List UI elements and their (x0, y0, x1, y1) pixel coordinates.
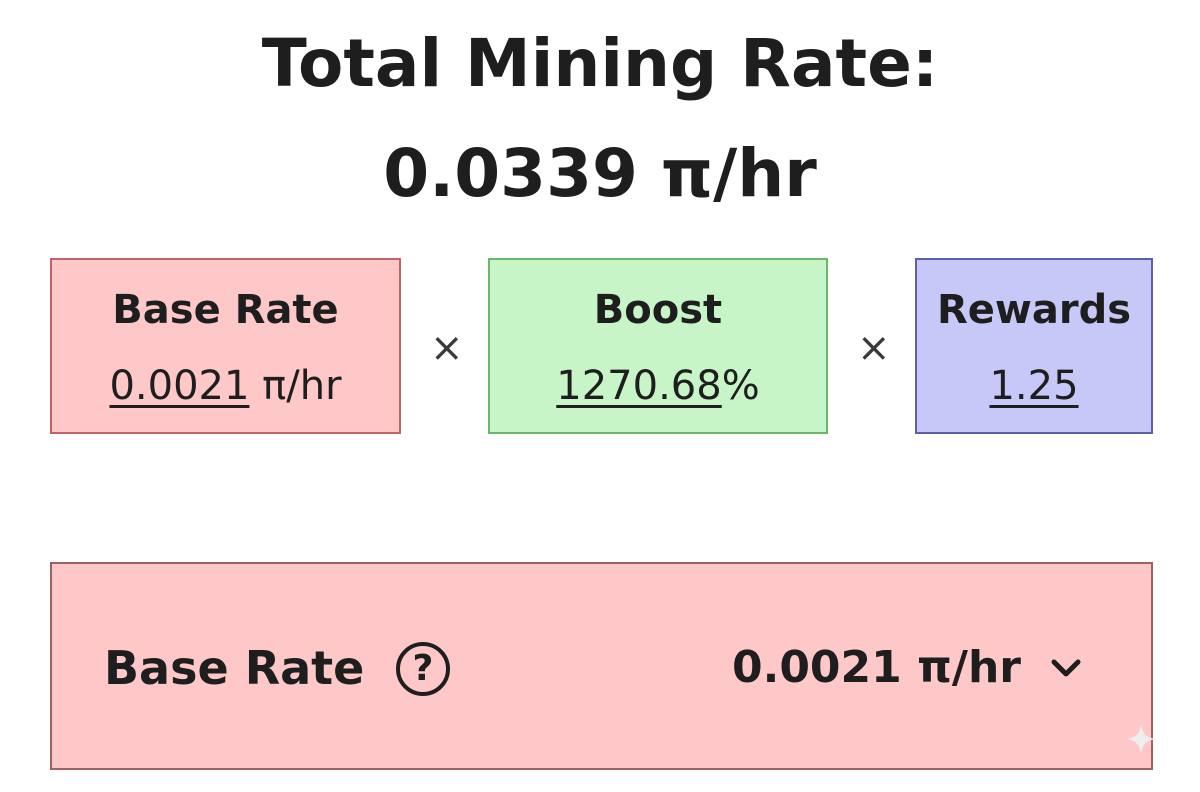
total-mining-rate-value: 0.0339 π/hr (383, 135, 817, 212)
base-rate-unit: π/hr (249, 363, 342, 409)
rewards-value-link[interactable]: 1.25 (989, 363, 1079, 409)
boost-unit: % (721, 363, 760, 409)
multiply-operator: × (430, 325, 464, 371)
base-rate-card: Base Rate 0.0021 π/hr (50, 258, 401, 434)
boost-value-link[interactable]: 1270.68 (556, 363, 722, 409)
base-rate-expandable-row[interactable]: Base Rate ? 0.0021 π/hr (50, 562, 1153, 770)
base-rate-row-value: 0.0021 π/hr (731, 642, 1021, 693)
boost-label: Boost (593, 287, 723, 333)
rewards-label: Rewards (936, 287, 1132, 333)
base-rate-row-label: Base Rate (104, 641, 365, 695)
boost-value-line: 1270.68% (490, 360, 826, 412)
question-circle-icon[interactable]: ? (396, 642, 450, 696)
sparkle-icon (1126, 724, 1156, 754)
boost-card: Boost 1270.68% (488, 258, 828, 434)
base-rate-value-link[interactable]: 0.0021 (109, 363, 250, 409)
base-rate-label: Base Rate (112, 287, 339, 333)
total-mining-rate-title: Total Mining Rate: (261, 25, 939, 102)
chevron-down-icon[interactable] (1048, 650, 1084, 686)
rewards-value-line: 1.25 (917, 360, 1151, 412)
rewards-card: Rewards 1.25 (915, 258, 1153, 434)
multiply-operator: × (857, 325, 891, 371)
base-rate-value-line: 0.0021 π/hr (52, 360, 399, 412)
